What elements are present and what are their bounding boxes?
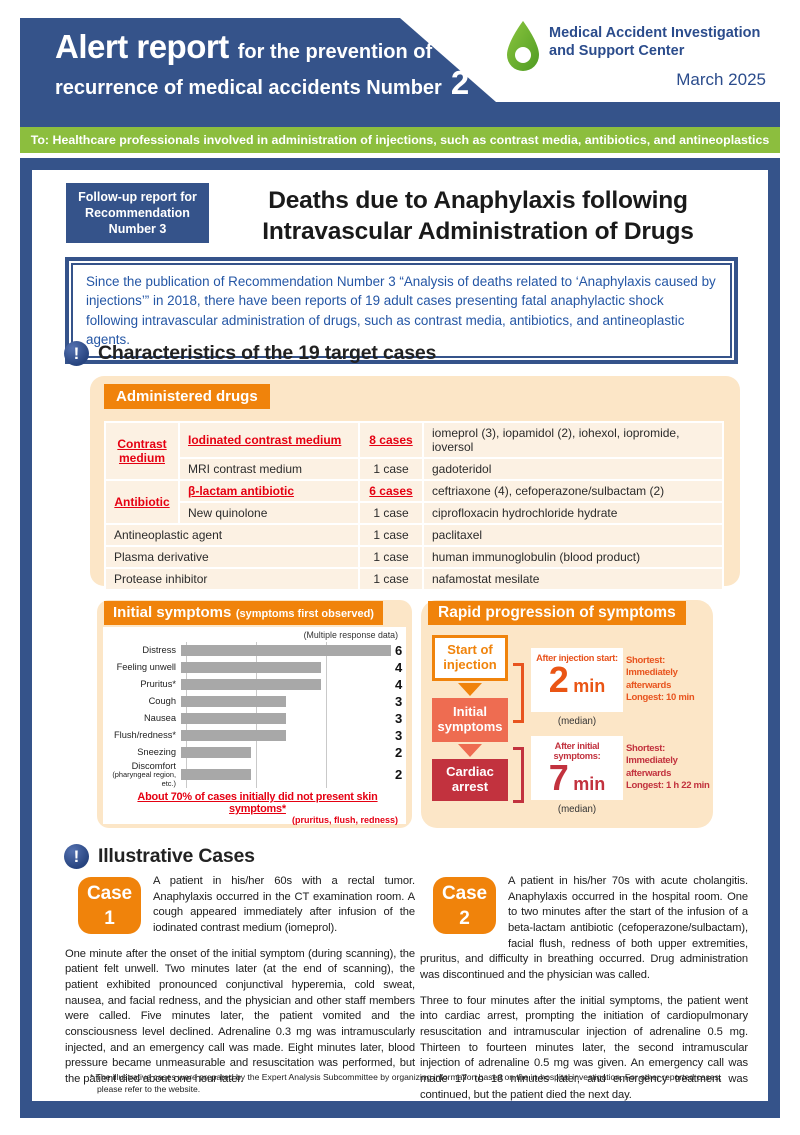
drug-category: Antibiotic xyxy=(104,479,180,525)
follow-up-badge: Follow-up report for Recommendation Numb… xyxy=(66,183,209,243)
report-title-big: Alert report xyxy=(55,28,229,65)
table-row: Antineoplastic agent 1 case paclitaxel xyxy=(104,523,724,547)
chart-row: Flush/redness* 3 xyxy=(109,727,406,744)
report-number: 2 xyxy=(450,64,469,101)
case-2-intro: A patient in his/her 70s with acute chol… xyxy=(420,875,748,982)
chart-bar xyxy=(181,645,391,656)
exclamation-icon: ! xyxy=(64,341,89,366)
initial-symptoms-title: Initial symptoms (symptoms first observe… xyxy=(104,601,383,625)
chart-caption: About 70% of cases initially did not pre… xyxy=(137,791,378,816)
chart-category-label: Discomfort (pharyngeal region, etc.) xyxy=(112,761,176,788)
chart-note: (Multiple response data) xyxy=(303,630,398,640)
issue-date: March 2025 xyxy=(676,70,766,89)
chart-value-label: 4 xyxy=(395,677,403,692)
chart-category-label: Sneezing xyxy=(137,747,176,758)
report-title-line2: recurrence of medical accidents Number 2 xyxy=(55,64,469,101)
chart-category-label: Flush/redness* xyxy=(113,730,176,741)
chart-bar xyxy=(181,713,286,724)
symptom-bar-chart: (Multiple response data) Distress 6 Feelin… xyxy=(103,627,406,826)
median-value-2: 7 xyxy=(548,757,569,798)
header-ribbon xyxy=(20,18,496,127)
administered-drugs-table: Contrast medium Iodinated contrast mediu… xyxy=(104,421,724,591)
median-box-1: After injection start: 2 min xyxy=(531,648,623,712)
chart-value-label: 6 xyxy=(395,643,403,658)
chart-category-label: Distress xyxy=(142,645,176,656)
table-row: MRI contrast medium 1 case gadoteridol xyxy=(105,457,724,481)
table-row: Contrast medium Iodinated contrast mediu… xyxy=(104,421,724,481)
arrow-down-icon xyxy=(458,682,482,696)
intro-text: Since the publication of Recommendation … xyxy=(71,263,732,359)
interval-bracket-1 xyxy=(513,663,524,723)
arrow-down-icon xyxy=(458,743,482,757)
chart-bar xyxy=(181,679,321,690)
case-1-body: One minute after the onset of the initia… xyxy=(65,947,415,1086)
report-title-line1: Alert report for the prevention of xyxy=(55,28,433,65)
chart-bar xyxy=(181,730,286,741)
table-row: Protease inhibitor 1 case nafamostat mes… xyxy=(104,567,724,591)
median-caption-2: (median) xyxy=(557,804,597,815)
chart-row: Sneezing 2 xyxy=(109,744,406,761)
interval-bracket-2 xyxy=(513,747,524,803)
chart-value-label: 3 xyxy=(395,694,403,709)
chart-bar xyxy=(181,696,286,707)
case-1-badge: Case 1 xyxy=(78,877,141,934)
intro-box: Since the publication of Recommendation … xyxy=(65,257,738,365)
document-title: Deaths due to Anaphylaxis following Intr… xyxy=(262,187,694,245)
table-row: Plasma derivative 1 case human immunoglo… xyxy=(104,545,724,569)
administered-drugs-title: Administered drugs xyxy=(104,384,270,409)
chart-category-label: Feeling unwell xyxy=(116,662,176,673)
table-row: New quinolone 1 case ciprofloxacin hydro… xyxy=(105,501,724,525)
flow-cardiac-arrest: Cardiac arrest xyxy=(432,758,508,801)
chart-value-label: 3 xyxy=(395,711,403,726)
chart-bar xyxy=(181,769,251,781)
flow-initial-symptoms: Initial symptoms xyxy=(432,697,508,742)
chart-value-label: 4 xyxy=(395,660,403,675)
chart-bar xyxy=(181,662,321,673)
org-name: Medical Accident Investigation and Suppo… xyxy=(549,25,761,60)
chart-row: Pruritus* 4 xyxy=(109,676,406,693)
rapid-progression-title: Rapid progression of symptoms xyxy=(428,601,686,625)
exclamation-icon: ! xyxy=(64,844,89,869)
chart-value-label: 3 xyxy=(395,728,403,743)
chart-value-label: 2 xyxy=(395,745,403,760)
case-2-column: Case 2 A patient in his/her 70s with acu… xyxy=(420,874,748,1103)
drug-category: Contrast medium xyxy=(104,421,180,481)
chart-row: Distress 6 xyxy=(109,642,406,659)
case-1-intro: A patient in his/her 60s with a rectal t… xyxy=(153,875,415,935)
audience-banner: To: Healthcare professionals involved in… xyxy=(20,127,780,153)
symptom-chart-rows: Distress 6 Feeling unwell 4 Pruritus* 4 Cough 3… xyxy=(109,642,406,789)
chart-row: Nausea 3 xyxy=(109,710,406,727)
median-box-2: After initial symptoms: 7 min xyxy=(531,736,623,800)
chart-row: Cough 3 xyxy=(109,693,406,710)
case-2-body: Three to four minutes after the initial … xyxy=(420,994,748,1101)
chart-value-label: 2 xyxy=(395,767,403,783)
case-2-badge: Case 2 xyxy=(433,877,496,934)
chart-row: Feeling unwell 4 xyxy=(109,659,406,676)
median-value-1: 2 xyxy=(548,659,569,700)
range-note-2: Shortest: Immediately afterwards Longest… xyxy=(626,743,710,792)
chart-category-label: Pruritus* xyxy=(140,679,176,690)
chart-caption-sub: (pruritus, flush, redness) xyxy=(291,815,398,826)
chart-bar xyxy=(181,747,251,758)
median-caption-1: (median) xyxy=(557,716,597,727)
progression-flow: Start of injection Initial symptoms Card… xyxy=(432,635,508,801)
chart-category-label: Cough xyxy=(148,696,176,707)
range-note-1: Shortest: Immediately afterwards Longest… xyxy=(626,655,695,704)
chart-row: Discomfort (pharyngeal region, etc.) 2 xyxy=(109,761,406,788)
section-cases-heading: ! Illustrative Cases xyxy=(64,844,255,869)
section-characteristics-heading: ! Characteristics of the 19 target cases xyxy=(64,341,436,366)
chart-category-label: Nausea xyxy=(143,713,176,724)
case-1-column: Case 1 A patient in his/her 60s with a r… xyxy=(65,874,415,1088)
table-row: Antibiotic β-lactam antibiotic 6 cases c… xyxy=(104,479,724,525)
org-droplet-logo-icon xyxy=(505,20,541,77)
footnote: * The illustrative cases were prepared b… xyxy=(90,1072,722,1094)
flow-start-of-injection: Start of injection xyxy=(432,635,508,681)
